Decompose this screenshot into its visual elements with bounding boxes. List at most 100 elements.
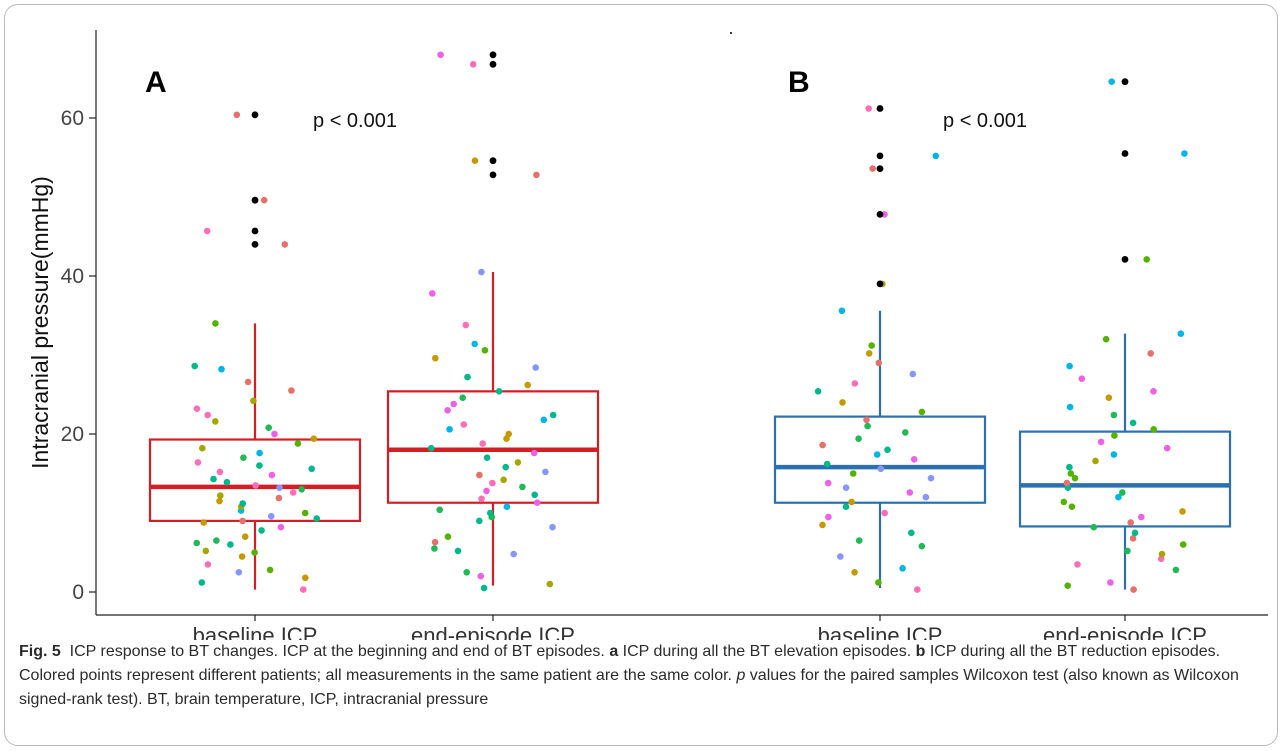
data-point-B-1-3: [1172, 566, 1180, 574]
data-point-B-0-13: [922, 493, 930, 501]
data-point-A-1-2: [477, 572, 485, 580]
data-point-A-0-6: [238, 553, 246, 560]
data-point-A-1-48: [478, 268, 485, 276]
data-point-B-0-23: [884, 446, 891, 454]
data-point-B-0-27: [864, 422, 871, 430]
data-point-A-1-23: [542, 468, 549, 476]
data-point-A-0-22: [239, 500, 246, 507]
outlier-A-1-2: [489, 60, 497, 68]
data-point-A-0-26: [289, 489, 297, 496]
data-point-A-1-32: [446, 426, 453, 433]
data-point-B-1-11: [1090, 523, 1098, 531]
data-point-B-0-22: [873, 451, 881, 458]
caption-p-label: p: [736, 667, 746, 684]
data-point-A-1-39: [495, 388, 503, 395]
data-point-A-1-3: [463, 569, 471, 576]
data-point-A-1-18: [483, 487, 490, 495]
data-point-A-1-52: [437, 51, 444, 59]
data-point-A-1-10: [476, 517, 483, 525]
data-point-B-1-4: [1074, 561, 1081, 568]
data-point-A-1-9: [549, 523, 556, 531]
data-point-B-1-29: [1150, 426, 1157, 433]
data-point-B-1-27: [1097, 438, 1105, 446]
data-point-A-0-36: [194, 459, 202, 466]
data-point-B-1-18: [1119, 489, 1126, 496]
data-point-B-1-1: [1064, 582, 1071, 589]
outlier-A-1-1: [489, 157, 497, 165]
data-point-B-0-24: [819, 441, 826, 449]
data-point-A-1-22: [476, 471, 483, 479]
data-point-B-0-7: [908, 529, 915, 537]
data-point-B-1-33: [1105, 394, 1113, 402]
data-point-B-1-32: [1066, 403, 1074, 411]
data-point-B-0-36: [868, 342, 875, 349]
stray-mark: [730, 32, 732, 34]
data-point-A-1-33: [460, 421, 468, 428]
data-point-A-1-26: [483, 454, 491, 462]
y-tick-label-20: 20: [61, 423, 84, 446]
data-point-A-0-9: [227, 541, 234, 548]
x-tick-label-3: end-episode ICP: [1043, 623, 1207, 640]
data-point-B-1-20: [1063, 479, 1071, 487]
data-point-A-0-29: [252, 482, 259, 489]
data-point-A-0-17: [313, 515, 321, 522]
data-point-A-1-13: [436, 506, 444, 514]
data-point-A-1-17: [531, 491, 538, 499]
data-point-A-0-2: [302, 574, 309, 582]
data-point-A-0-1: [198, 579, 206, 586]
data-point-B-1-36: [1066, 362, 1073, 370]
data-point-A-0-8: [202, 547, 210, 555]
data-point-A-0-43: [265, 424, 273, 432]
data-point-A-0-46: [193, 405, 201, 413]
data-point-A-1-40: [524, 381, 531, 389]
figure-caption: Fig. 5 ICP response to BT changes. ICP a…: [19, 640, 1259, 712]
data-point-B-0-25: [855, 435, 862, 443]
data-point-A-0-19: [301, 509, 309, 517]
data-point-A-1-29: [479, 440, 487, 447]
y-tick-label-60: 60: [61, 107, 84, 130]
data-point-A-0-54: [203, 227, 211, 235]
outlier-B-0-1: [876, 211, 884, 218]
data-point-A-0-0: [300, 586, 307, 593]
data-point-B-0-18: [849, 470, 857, 477]
figure-frame: [4, 4, 1278, 746]
data-point-A-1-35: [549, 411, 557, 419]
data-point-A-1-14: [503, 503, 511, 511]
data-point-B-0-29: [918, 408, 926, 416]
data-point-B-1-22: [1067, 470, 1075, 477]
data-point-A-0-14: [277, 523, 285, 531]
data-point-B-1-40: [1143, 256, 1150, 263]
outlier-B-1-1: [1121, 150, 1129, 157]
data-point-B-1-17: [1115, 493, 1122, 501]
data-point-B-1-23: [1066, 463, 1073, 471]
data-point-A-1-24: [502, 463, 510, 471]
outlier-A-0-1: [251, 227, 259, 235]
data-point-A-0-23: [216, 497, 223, 505]
data-point-A-0-52: [212, 320, 219, 327]
data-point-A-1-45: [471, 340, 479, 348]
data-point-B-0-8: [819, 521, 826, 529]
caption-fig-label: Fig. 5: [19, 643, 61, 660]
x-tick-label-0: baseline ICP: [193, 623, 318, 640]
data-point-A-0-34: [308, 465, 316, 473]
data-point-B-0-6: [855, 537, 863, 544]
data-point-A-0-11: [213, 537, 220, 544]
data-point-B-1-15: [1068, 503, 1076, 511]
y-tick-label-40: 40: [61, 265, 84, 288]
data-point-B-0-5: [918, 542, 926, 550]
data-point-B-1-14: [1179, 508, 1186, 515]
data-point-B-1-6: [1158, 550, 1166, 558]
data-point-B-1-37: [1147, 350, 1154, 357]
data-point-A-0-18: [267, 512, 275, 520]
data-point-A-1-44: [481, 347, 489, 354]
data-point-A-0-41: [310, 435, 318, 443]
outlier-B-0-2: [876, 165, 884, 173]
p-value-annotation-B: p < 0.001: [943, 110, 1027, 132]
outlier-B-1-0: [1121, 256, 1129, 263]
data-point-B-1-2: [1107, 579, 1114, 586]
data-point-A-0-56: [233, 111, 241, 119]
data-point-A-1-46: [462, 321, 470, 329]
p-value-annotation-A: p < 0.001: [313, 110, 397, 132]
data-point-B-0-16: [824, 479, 832, 487]
data-point-B-1-0: [1130, 586, 1137, 593]
